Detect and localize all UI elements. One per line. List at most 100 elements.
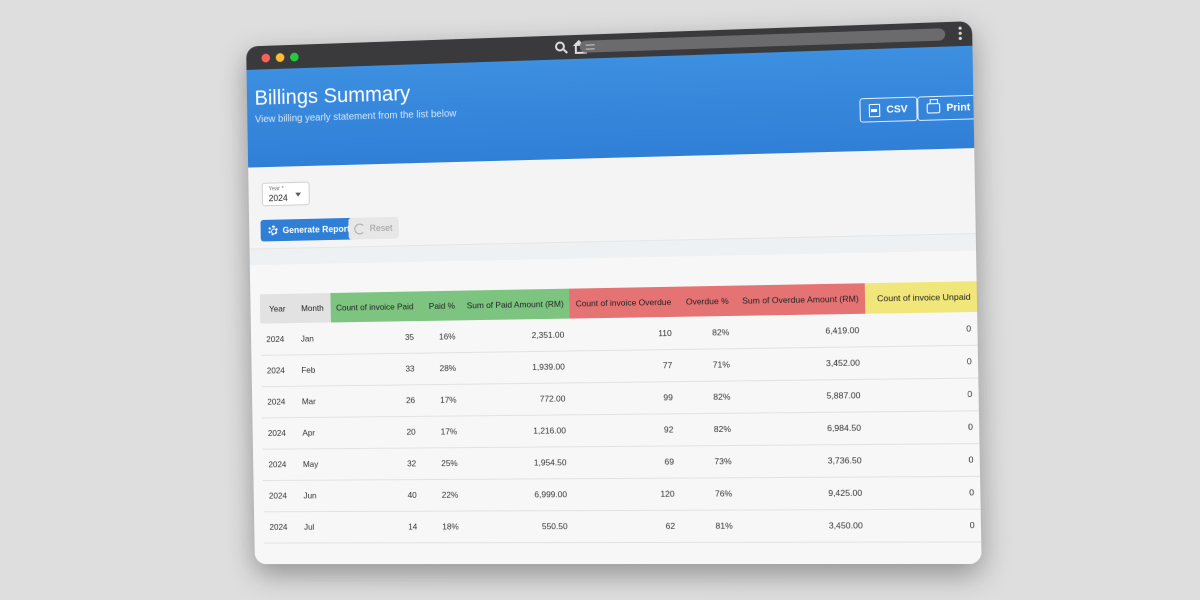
- col-count-paid[interactable]: Count of invoice Paid: [330, 291, 420, 322]
- reset-button-label: Reset: [370, 223, 393, 233]
- cell-sum-overdue: 9,425.00: [738, 477, 869, 510]
- cell-paid-percent: 18%: [423, 511, 465, 543]
- cell-count-overdue: 120: [573, 478, 681, 511]
- generate-report-label: Generate Report: [282, 224, 350, 235]
- search-icon[interactable]: [554, 40, 568, 54]
- cell-count-paid: 35: [331, 321, 421, 354]
- cell-year: 2024: [260, 323, 295, 355]
- close-window-icon[interactable]: [261, 53, 270, 62]
- col-month[interactable]: Month: [294, 293, 330, 323]
- col-year[interactable]: Year: [260, 294, 295, 324]
- table-row: 2024 Jun 40 22% 6,999.00 120 76% 9,425.0…: [263, 476, 981, 511]
- cell-sum-paid: 2,351.00: [461, 319, 570, 352]
- cell-paid-percent: 22%: [422, 479, 464, 511]
- col-count-unpaid[interactable]: Count of invoice Unpaid: [865, 281, 978, 314]
- cell-count-paid: 14: [334, 511, 424, 543]
- cell-month: Apr: [296, 417, 332, 449]
- cell-sum-overdue: 6,984.50: [737, 411, 868, 445]
- more-menu-icon[interactable]: [959, 27, 962, 40]
- year-select-label: Year *: [268, 186, 283, 192]
- cell-year: 2024: [261, 354, 296, 386]
- browser-window: Billings Summary View billing yearly sta…: [246, 21, 982, 564]
- cell-paid-percent: 28%: [420, 352, 462, 384]
- cell-sum-overdue: 3,450.00: [738, 509, 869, 542]
- cell-paid-percent: 16%: [420, 320, 462, 352]
- cell-overdue-percent: 76%: [680, 477, 738, 509]
- site-settings-icon[interactable]: [586, 44, 595, 49]
- refresh-icon: [354, 223, 365, 234]
- window-controls: [261, 53, 298, 63]
- cell-count-unpaid: 0: [866, 345, 979, 379]
- page-title: Billings Summary: [254, 82, 410, 110]
- cell-sum-overdue: 3,452.00: [736, 346, 867, 380]
- col-sum-overdue[interactable]: Sum of Overdue Amount (RM): [735, 283, 866, 316]
- chevron-down-icon: [295, 193, 301, 197]
- col-overdue-percent[interactable]: Overdue %: [677, 286, 735, 317]
- cell-count-overdue: 77: [571, 349, 679, 382]
- page-subtitle: View billing yearly statement from the l…: [255, 108, 457, 125]
- col-count-overdue[interactable]: Count of invoice Overdue: [569, 287, 677, 319]
- cell-count-unpaid: 0: [867, 443, 980, 476]
- cell-year: 2024: [262, 448, 297, 480]
- cell-count-paid: 33: [331, 353, 421, 386]
- cell-count-unpaid: 0: [869, 509, 982, 542]
- cell-count-overdue: 62: [573, 510, 681, 542]
- billing-table-container: Year Month Count of invoice Paid Paid % …: [250, 250, 982, 564]
- cell-year: 2024: [261, 386, 296, 418]
- cell-year: 2024: [263, 480, 298, 511]
- cell-count-overdue: 110: [570, 317, 678, 351]
- col-sum-paid[interactable]: Sum of Paid Amount (RM): [461, 289, 570, 321]
- cell-count-paid: 40: [333, 479, 423, 511]
- cell-month: Mar: [296, 385, 332, 417]
- cell-paid-percent: 17%: [421, 415, 463, 447]
- generate-report-button[interactable]: Generate Report: [260, 218, 357, 242]
- cell-count-paid: 32: [333, 447, 423, 479]
- cell-count-paid: 20: [332, 416, 422, 448]
- cell-sum-paid: 1,954.50: [463, 446, 572, 479]
- cell-month: Jan: [295, 322, 331, 354]
- cell-overdue-percent: 73%: [680, 445, 738, 478]
- print-button-label: Print: [946, 102, 970, 114]
- cell-month: Jun: [297, 480, 333, 512]
- maximize-window-icon[interactable]: [290, 53, 299, 62]
- year-select[interactable]: Year * 2024: [262, 182, 310, 207]
- cell-overdue-percent: 82%: [678, 316, 736, 349]
- cell-sum-overdue: 5,887.00: [736, 379, 867, 413]
- billing-summary-table: Year Month Count of invoice Paid Paid % …: [260, 281, 981, 543]
- col-paid-percent[interactable]: Paid %: [419, 291, 461, 321]
- cell-sum-paid: 1,216.00: [463, 414, 572, 447]
- cell-month: Jul: [298, 511, 334, 542]
- cell-year: 2024: [263, 511, 298, 542]
- year-select-value: 2024: [269, 193, 288, 203]
- cell-count-unpaid: 0: [868, 476, 981, 509]
- cell-count-overdue: 92: [572, 413, 680, 446]
- table-row: 2024 May 32 25% 1,954.50 69 73% 3,736.50…: [262, 443, 980, 480]
- cell-year: 2024: [262, 417, 297, 449]
- csv-file-icon: [869, 103, 881, 117]
- cell-overdue-percent: 82%: [679, 413, 737, 446]
- cell-count-overdue: 99: [571, 381, 679, 414]
- cell-count-overdue: 69: [572, 445, 680, 478]
- cell-sum-paid: 6,999.00: [464, 478, 573, 510]
- csv-export-button[interactable]: CSV: [859, 97, 917, 123]
- cell-count-paid: 26: [332, 384, 422, 417]
- cell-overdue-percent: 82%: [679, 380, 737, 413]
- print-button[interactable]: Print: [917, 95, 980, 121]
- csv-button-label: CSV: [886, 103, 907, 115]
- cell-sum-overdue: 6,419.00: [735, 314, 866, 348]
- cell-sum-overdue: 3,736.50: [737, 444, 868, 477]
- cell-count-unpaid: 0: [866, 377, 979, 411]
- cell-paid-percent: 17%: [421, 384, 463, 416]
- cell-sum-paid: 550.50: [464, 510, 573, 542]
- cell-overdue-percent: 71%: [678, 348, 736, 381]
- cell-paid-percent: 25%: [422, 447, 464, 479]
- cell-count-unpaid: 0: [867, 410, 980, 444]
- cell-month: May: [297, 448, 333, 480]
- minimize-window-icon[interactable]: [276, 53, 285, 62]
- reset-button[interactable]: Reset: [348, 217, 398, 240]
- cell-sum-paid: 1,939.00: [462, 350, 571, 383]
- printer-icon: [927, 103, 941, 114]
- cell-count-unpaid: 0: [865, 312, 978, 346]
- table-row: 2024 Jul 14 18% 550.50 62 81% 3,450.00 0: [263, 509, 981, 543]
- cell-overdue-percent: 81%: [681, 510, 739, 542]
